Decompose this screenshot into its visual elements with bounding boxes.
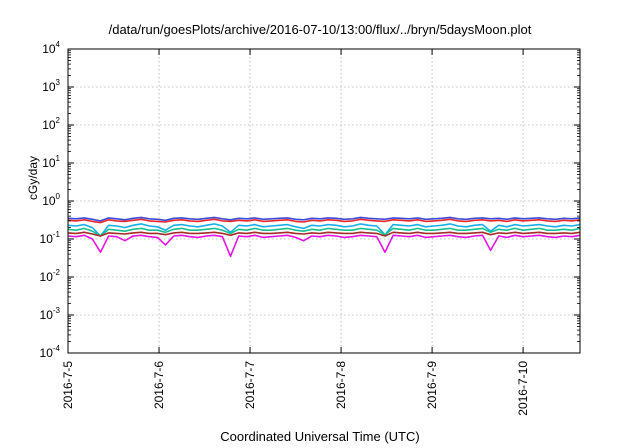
- series-line-1: [67, 216, 581, 222]
- y-tick-label: 101: [42, 154, 60, 170]
- x-tick-label: 2016-7-8: [334, 361, 348, 409]
- x-tick-label: 2016-7-7: [243, 361, 257, 409]
- series-line-5: [67, 231, 581, 237]
- x-tick-label: 2016-7-10: [516, 361, 530, 416]
- y-axis-label: cGy/day: [26, 155, 40, 200]
- chart-title: /data/run/goesPlots/archive/2016-07-10/1…: [108, 22, 532, 37]
- y-tick-label: 103: [42, 78, 60, 94]
- grid-lines: [68, 49, 580, 353]
- x-axis-label: Coordinated Universal Time (UTC): [220, 429, 420, 444]
- series-line-6: [67, 234, 581, 258]
- y-tick-label: 100: [42, 192, 60, 208]
- y-tick-label: 10-3: [40, 306, 61, 322]
- x-tick-label: 2016-7-9: [425, 361, 439, 409]
- series-lines: [67, 216, 581, 258]
- x-tick-label: 2016-7-5: [61, 361, 75, 409]
- y-tick-label: 102: [42, 116, 60, 132]
- y-tick-label: 10-2: [40, 268, 61, 284]
- y-tick-label: 10-1: [40, 230, 61, 246]
- series-line-4: [67, 227, 581, 237]
- series-line-3: [67, 223, 581, 237]
- x-tick-label: 2016-7-6: [152, 361, 166, 409]
- series-line-2: [67, 218, 581, 224]
- axis-ticks: 10-4 10-3 10-2 10-1 100 101 102 103 104 2016-7-5 2…: [40, 40, 580, 416]
- y-tick-label: 10-4: [40, 344, 61, 360]
- y-tick-label: 104: [42, 40, 60, 56]
